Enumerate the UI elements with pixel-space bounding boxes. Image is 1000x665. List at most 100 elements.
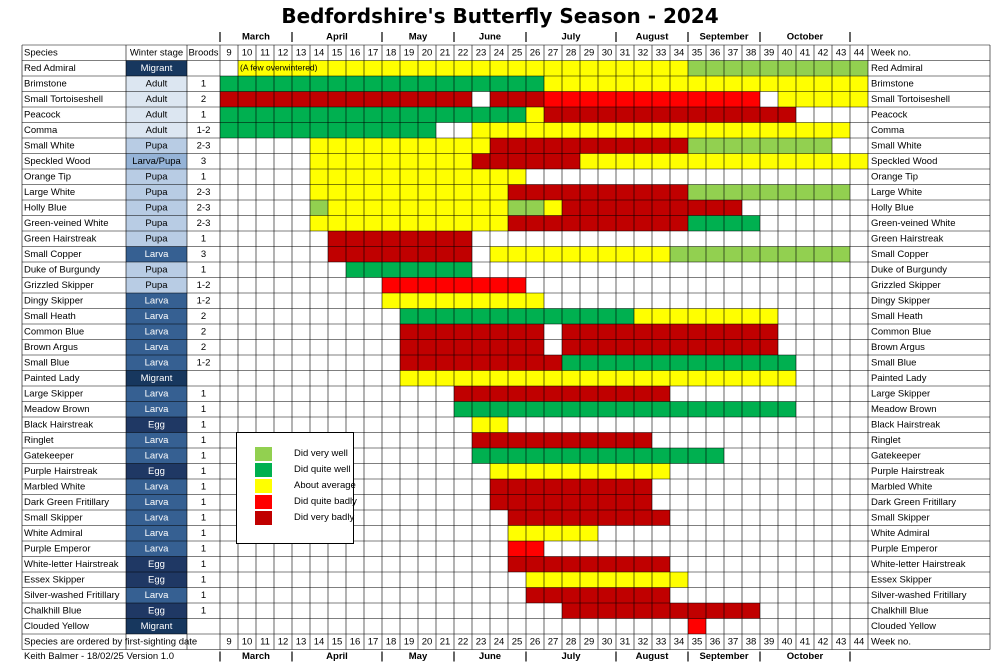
legend-label-quite-well: Did quite well xyxy=(294,464,351,475)
species-label-large-skipper: Large Skipper xyxy=(24,388,83,399)
species-label-brown-argus: Brown Argus xyxy=(24,342,78,353)
week-tick-top: 42 xyxy=(818,47,829,58)
winter-stage-cell xyxy=(126,448,187,464)
species-label-right-small-tortoiseshell: Small Tortoiseshell xyxy=(871,94,950,105)
winter-stage-cell xyxy=(126,308,187,324)
broods-label-meadow-brown: 1 xyxy=(201,404,206,415)
winter-stage-label-clouded-yellow: Migrant xyxy=(141,621,173,632)
species-label-right-meadow-brown: Meadow Brown xyxy=(871,404,936,415)
species-label-right-common-blue: Common Blue xyxy=(871,326,931,337)
week-tick-top: 19 xyxy=(404,47,415,58)
week-tick-bottom: 40 xyxy=(782,636,793,647)
species-label-right-small-heath: Small Heath xyxy=(871,311,923,322)
annotation-overwintered: (A few overwintered) xyxy=(240,63,318,73)
broods-label-dark-green-fritillary: 1 xyxy=(201,497,206,508)
winter-stage-cell xyxy=(126,91,187,107)
winter-stage-label-silver-washed-fritillary: Larva xyxy=(145,590,169,601)
winter-stage-cell xyxy=(126,293,187,309)
winter-stage-cell xyxy=(126,200,187,216)
season-bar-comma xyxy=(544,122,850,138)
winter-stage-cell xyxy=(126,277,187,293)
season-bar-essex-skipper xyxy=(670,572,688,588)
week-tick-bottom: 36 xyxy=(710,636,721,647)
species-label-right-dark-green-fritillary: Dark Green Fritillary xyxy=(871,497,956,508)
species-label-right-white-admiral: White Admiral xyxy=(871,528,930,539)
week-tick-bottom: 25 xyxy=(512,636,523,647)
broods-label-essex-skipper: 1 xyxy=(201,574,206,585)
winter-stage-label-dark-green-fritillary: Larva xyxy=(145,497,169,508)
season-bar-holly-blue xyxy=(310,200,328,216)
broods-label-orange-tip: 1 xyxy=(201,171,206,182)
winter-stage-label-brimstone: Adult xyxy=(146,78,168,89)
winter-stage-cell xyxy=(126,603,187,619)
species-label-large-white: Large White xyxy=(24,187,75,198)
week-tick-bottom: 35 xyxy=(692,636,703,647)
week-tick-top: 23 xyxy=(476,47,487,58)
month-label-top: June xyxy=(479,32,501,43)
winter-stage-cell xyxy=(126,76,187,92)
legend-label-about-average: About average xyxy=(294,480,356,491)
species-label-right-painted-lady: Painted Lady xyxy=(871,373,927,384)
footer-author: Keith Balmer - 18/02/25 Version 1.0 xyxy=(24,651,174,662)
week-tick-bottom: 10 xyxy=(242,636,253,647)
week-tick-bottom: 21 xyxy=(440,636,451,647)
species-label-right-green-hairstreak: Green Hairstreak xyxy=(871,233,944,244)
broods-label-ringlet: 1 xyxy=(201,435,206,446)
species-label-small-copper: Small Copper xyxy=(24,249,82,260)
week-tick-top: 13 xyxy=(296,47,307,58)
broods-label-small-white: 2-3 xyxy=(197,140,211,151)
species-label-gatekeeper: Gatekeeper xyxy=(24,450,74,461)
species-label-grizzled-skipper: Grizzled Skipper xyxy=(24,280,94,291)
winter-stage-label-green-veined-white: Pupa xyxy=(145,218,168,229)
week-tick-top: 12 xyxy=(278,47,289,58)
week-tick-top: 20 xyxy=(422,47,433,58)
month-label-top: October xyxy=(787,32,824,43)
species-label-silver-washed-fritillary: Silver-washed Fritillary xyxy=(24,590,120,601)
week-tick-bottom: 22 xyxy=(458,636,469,647)
broods-label-speckled-wood: 3 xyxy=(201,156,206,167)
winter-stage-label-gatekeeper: Larva xyxy=(145,450,169,461)
species-label-common-blue: Common Blue xyxy=(24,326,84,337)
species-label-white-admiral: White Admiral xyxy=(24,528,83,539)
winter-stage-label-painted-lady: Migrant xyxy=(141,373,173,384)
legend-swatch-very-well xyxy=(255,447,272,461)
week-tick-bottom: 37 xyxy=(728,636,739,647)
winter-stage-cell xyxy=(126,494,187,510)
winter-stage-label-small-heath: Larva xyxy=(145,311,169,322)
footer-week-no: Week no. xyxy=(871,636,911,647)
winter-stage-label-green-hairstreak: Pupa xyxy=(145,233,168,244)
winter-stage-cell xyxy=(126,153,187,169)
season-bar-small-white xyxy=(490,138,688,154)
winter-stage-cell xyxy=(126,231,187,247)
winter-stage-label-dingy-skipper: Larva xyxy=(145,295,169,306)
week-tick-top: 27 xyxy=(548,47,559,58)
species-label-right-duke-of-burgundy: Duke of Burgundy xyxy=(871,264,947,275)
week-tick-top: 18 xyxy=(386,47,397,58)
winter-stage-label-peacock: Adult xyxy=(146,109,168,120)
week-tick-bottom: 20 xyxy=(422,636,433,647)
week-tick-bottom: 23 xyxy=(476,636,487,647)
winter-stage-label-white-admiral: Larva xyxy=(145,528,169,539)
week-tick-bottom: 15 xyxy=(332,636,343,647)
species-label-essex-skipper: Essex Skipper xyxy=(24,574,85,585)
week-tick-top: 32 xyxy=(638,47,649,58)
week-tick-top: 31 xyxy=(620,47,631,58)
season-bar-small-tortoiseshell xyxy=(490,91,544,107)
season-bar-holly-blue xyxy=(688,200,742,216)
week-tick-bottom: 18 xyxy=(386,636,397,647)
week-tick-top: 9 xyxy=(226,47,231,58)
species-label-right-small-white: Small White xyxy=(871,140,922,151)
species-label-green-veined-white: Green-veined White xyxy=(24,218,108,229)
week-tick-top: 33 xyxy=(656,47,667,58)
broods-label-green-veined-white: 2-3 xyxy=(197,218,211,229)
season-bar-small-blue xyxy=(400,355,562,371)
week-tick-top: 10 xyxy=(242,47,253,58)
month-label-bottom: June xyxy=(479,651,501,662)
header-winter-stage: Winter stage xyxy=(130,47,183,58)
week-tick-top: 22 xyxy=(458,47,469,58)
species-label-right-holly-blue: Holly Blue xyxy=(871,202,914,213)
winter-stage-label-large-white: Pupa xyxy=(145,187,168,198)
species-label-ringlet: Ringlet xyxy=(24,435,54,446)
species-label-right-comma: Comma xyxy=(871,125,905,136)
species-label-small-blue: Small Blue xyxy=(24,357,69,368)
